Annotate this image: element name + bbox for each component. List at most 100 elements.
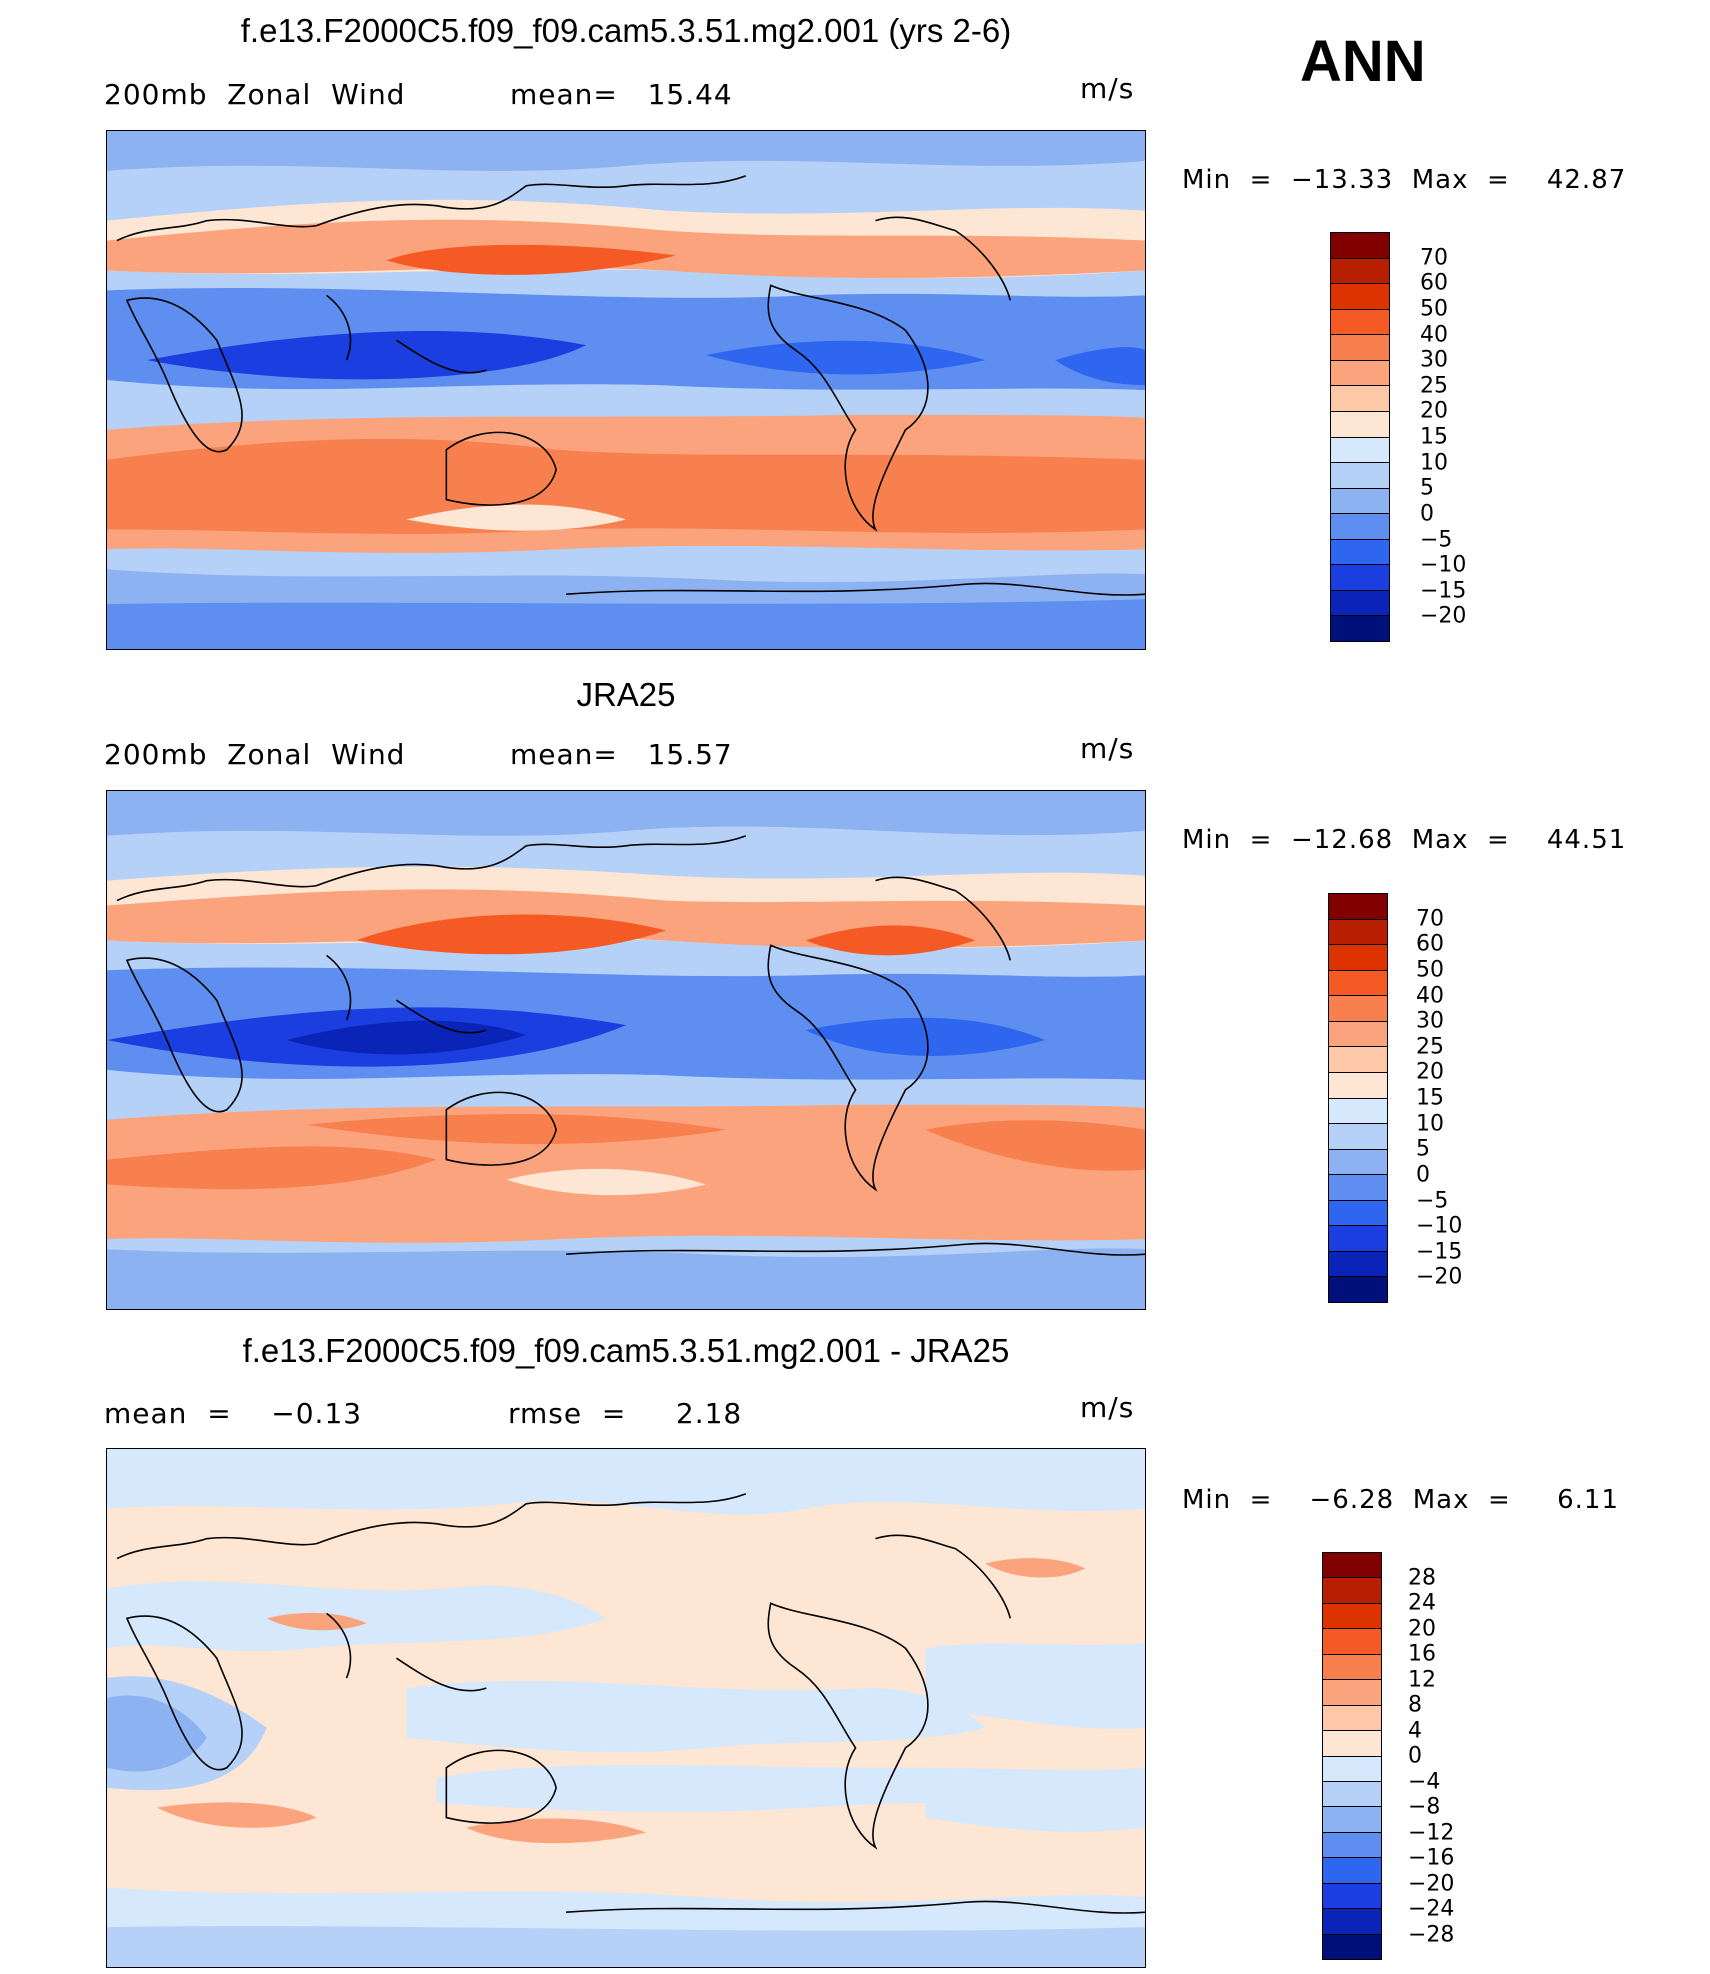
colorbar-tick-label: 70 [1416, 906, 1444, 932]
panel3-coastlines [116, 1493, 1145, 1914]
panel2-field-label: 200mb Zonal Wind [104, 738, 406, 771]
panel2-colorbar-swatch [1329, 1047, 1387, 1073]
panel1-colorbar-swatch [1331, 514, 1389, 540]
colorbar-tick-label: 25 [1416, 1034, 1444, 1060]
panel3-colorbar-swatch [1323, 1883, 1381, 1910]
panel2-minmax: Min = −12.68 Max = 44.51 [1182, 825, 1627, 855]
panel1-colorbar-swatch [1331, 565, 1389, 591]
colorbar-tick-label: 0 [1420, 501, 1434, 527]
colorbar-tick-label: −5 [1416, 1188, 1449, 1213]
panel3-contour-field [107, 1449, 1145, 1967]
panel2-contour-field [107, 791, 1145, 1309]
panel1-minmax: Min = −13.33 Max = 42.87 [1182, 165, 1627, 195]
colorbar-tick-label: −8 [1408, 1794, 1441, 1820]
colorbar-tick-label: 0 [1408, 1743, 1422, 1769]
panel1-colorbar-swatch [1331, 386, 1389, 412]
panel2-colorbar-swatch [1329, 1175, 1387, 1201]
panel3-mean: mean = −0.13 [104, 1397, 363, 1430]
colorbar-tick-label: 50 [1420, 296, 1448, 322]
colorbar-tick-label: 0 [1416, 1162, 1430, 1188]
panel1-colorbar-swatch [1331, 463, 1389, 489]
colorbar-tick-label: −20 [1420, 603, 1467, 629]
panel2-colorbar-swatch [1329, 1072, 1387, 1099]
panel3-colorbar-swatch [1323, 1705, 1381, 1732]
panel1-contour-field [107, 131, 1145, 649]
colorbar-tick-label: 10 [1420, 450, 1448, 476]
panel3-colorbar-swatch [1323, 1807, 1381, 1833]
panel2-colorbar [1328, 893, 1388, 1303]
panel2-colorbar-labels: 70 60 50 40 30 25 20 15 10 5 0 −5 −10 −15 −20 [1416, 893, 1496, 1303]
panel1-units: m/s [1080, 72, 1135, 105]
panel2-coastlines [116, 835, 1145, 1256]
panel2-colorbar-swatch [1329, 1277, 1387, 1302]
colorbar-tick-label: 50 [1416, 957, 1444, 983]
panel1-colorbar [1330, 232, 1390, 642]
panel1-colorbar-swatch [1331, 437, 1389, 464]
panel3-colorbar-swatch [1323, 1680, 1381, 1706]
colorbar-tick-label: −12 [1408, 1820, 1455, 1845]
panel2-map [106, 790, 1146, 1310]
panel1-colorbar-swatch [1331, 284, 1389, 310]
panel2-mean: mean= 15.57 [510, 738, 733, 771]
panel1-colorbar-swatch [1331, 616, 1389, 641]
panel3-colorbar [1322, 1552, 1382, 1960]
colorbar-tick-label: 10 [1416, 1111, 1444, 1137]
panel1-colorbar-swatch [1331, 488, 1389, 515]
panel3-colorbar-swatch [1323, 1858, 1381, 1884]
panel3-colorbar-swatch [1323, 1553, 1381, 1579]
colorbar-tick-label: 12 [1408, 1667, 1436, 1692]
panel3-colorbar-swatch [1323, 1578, 1381, 1604]
panel3-colorbar-swatch [1323, 1629, 1381, 1655]
colorbar-tick-label: 4 [1408, 1718, 1422, 1743]
colorbar-tick-label: 24 [1408, 1590, 1436, 1616]
colorbar-tick-label: 16 [1408, 1641, 1436, 1667]
colorbar-tick-label: −16 [1408, 1845, 1455, 1871]
panel2-colorbar-swatch [1329, 1098, 1387, 1125]
panel1-mean: mean= 15.44 [510, 78, 733, 111]
panel3-colorbar-swatch [1323, 1654, 1381, 1681]
panel3-colorbar-swatch [1323, 1781, 1381, 1808]
panel2-colorbar-swatch [1329, 996, 1387, 1022]
season-label: ANN [1300, 29, 1426, 94]
panel2-colorbar-swatch [1329, 970, 1387, 997]
panel3-colorbar-swatch [1323, 1909, 1381, 1935]
colorbar-tick-label: −20 [1416, 1264, 1463, 1290]
panel1-colorbar-labels: 70 60 50 40 30 25 20 15 10 5 0 −5 −10 −15 −20 [1420, 232, 1500, 642]
panel3-map [106, 1448, 1146, 1968]
panel1-colorbar-swatch [1331, 233, 1389, 259]
colorbar-tick-label: 28 [1408, 1565, 1436, 1590]
colorbar-tick-label: −20 [1408, 1871, 1455, 1896]
colorbar-tick-label: 60 [1416, 931, 1444, 957]
panel1-colorbar-swatch [1331, 360, 1389, 387]
colorbar-tick-label: 25 [1420, 373, 1448, 399]
panel1-map [106, 130, 1146, 650]
panel3-units: m/s [1080, 1391, 1135, 1424]
panel3-title: f.e13.F2000C5.f09_f09.cam5.3.51.mg2.001 … [242, 1332, 1010, 1369]
panel3-colorbar-labels: 28 24 20 16 12 8 4 0 −4 −8 −12 −16 −20 −24 −28 [1408, 1552, 1488, 1960]
colorbar-tick-label: −24 [1408, 1896, 1455, 1922]
panel2-title: JRA25 [576, 676, 676, 713]
panel1-colorbar-swatch [1331, 590, 1389, 617]
panel2-colorbar-swatch [1329, 1200, 1387, 1227]
panel2-colorbar-swatch [1329, 894, 1387, 920]
panel2-colorbar-swatch [1329, 1226, 1387, 1252]
panel3-colorbar-swatch [1323, 1603, 1381, 1630]
colorbar-tick-label: −4 [1408, 1769, 1441, 1794]
colorbar-tick-label: −5 [1420, 527, 1453, 552]
colorbar-tick-label: −15 [1416, 1239, 1463, 1265]
colorbar-tick-label: 30 [1420, 347, 1448, 373]
panel2-colorbar-swatch [1329, 1149, 1387, 1176]
panel3-rmse: rmse = 2.18 [508, 1397, 743, 1430]
colorbar-tick-label: 60 [1420, 270, 1448, 296]
colorbar-tick-label: 40 [1420, 322, 1448, 347]
panel1-colorbar-swatch [1331, 539, 1389, 566]
panel1-field-label: 200mb Zonal Wind [104, 78, 406, 111]
colorbar-tick-label: 20 [1416, 1059, 1444, 1085]
colorbar-tick-label: 70 [1420, 245, 1448, 271]
colorbar-tick-label: 20 [1420, 398, 1448, 424]
colorbar-tick-label: −15 [1420, 578, 1467, 604]
panel1-colorbar-swatch [1331, 411, 1389, 438]
colorbar-tick-label: 20 [1408, 1616, 1436, 1641]
panel2-colorbar-swatch [1329, 1124, 1387, 1150]
panel1-colorbar-swatch [1331, 309, 1389, 336]
